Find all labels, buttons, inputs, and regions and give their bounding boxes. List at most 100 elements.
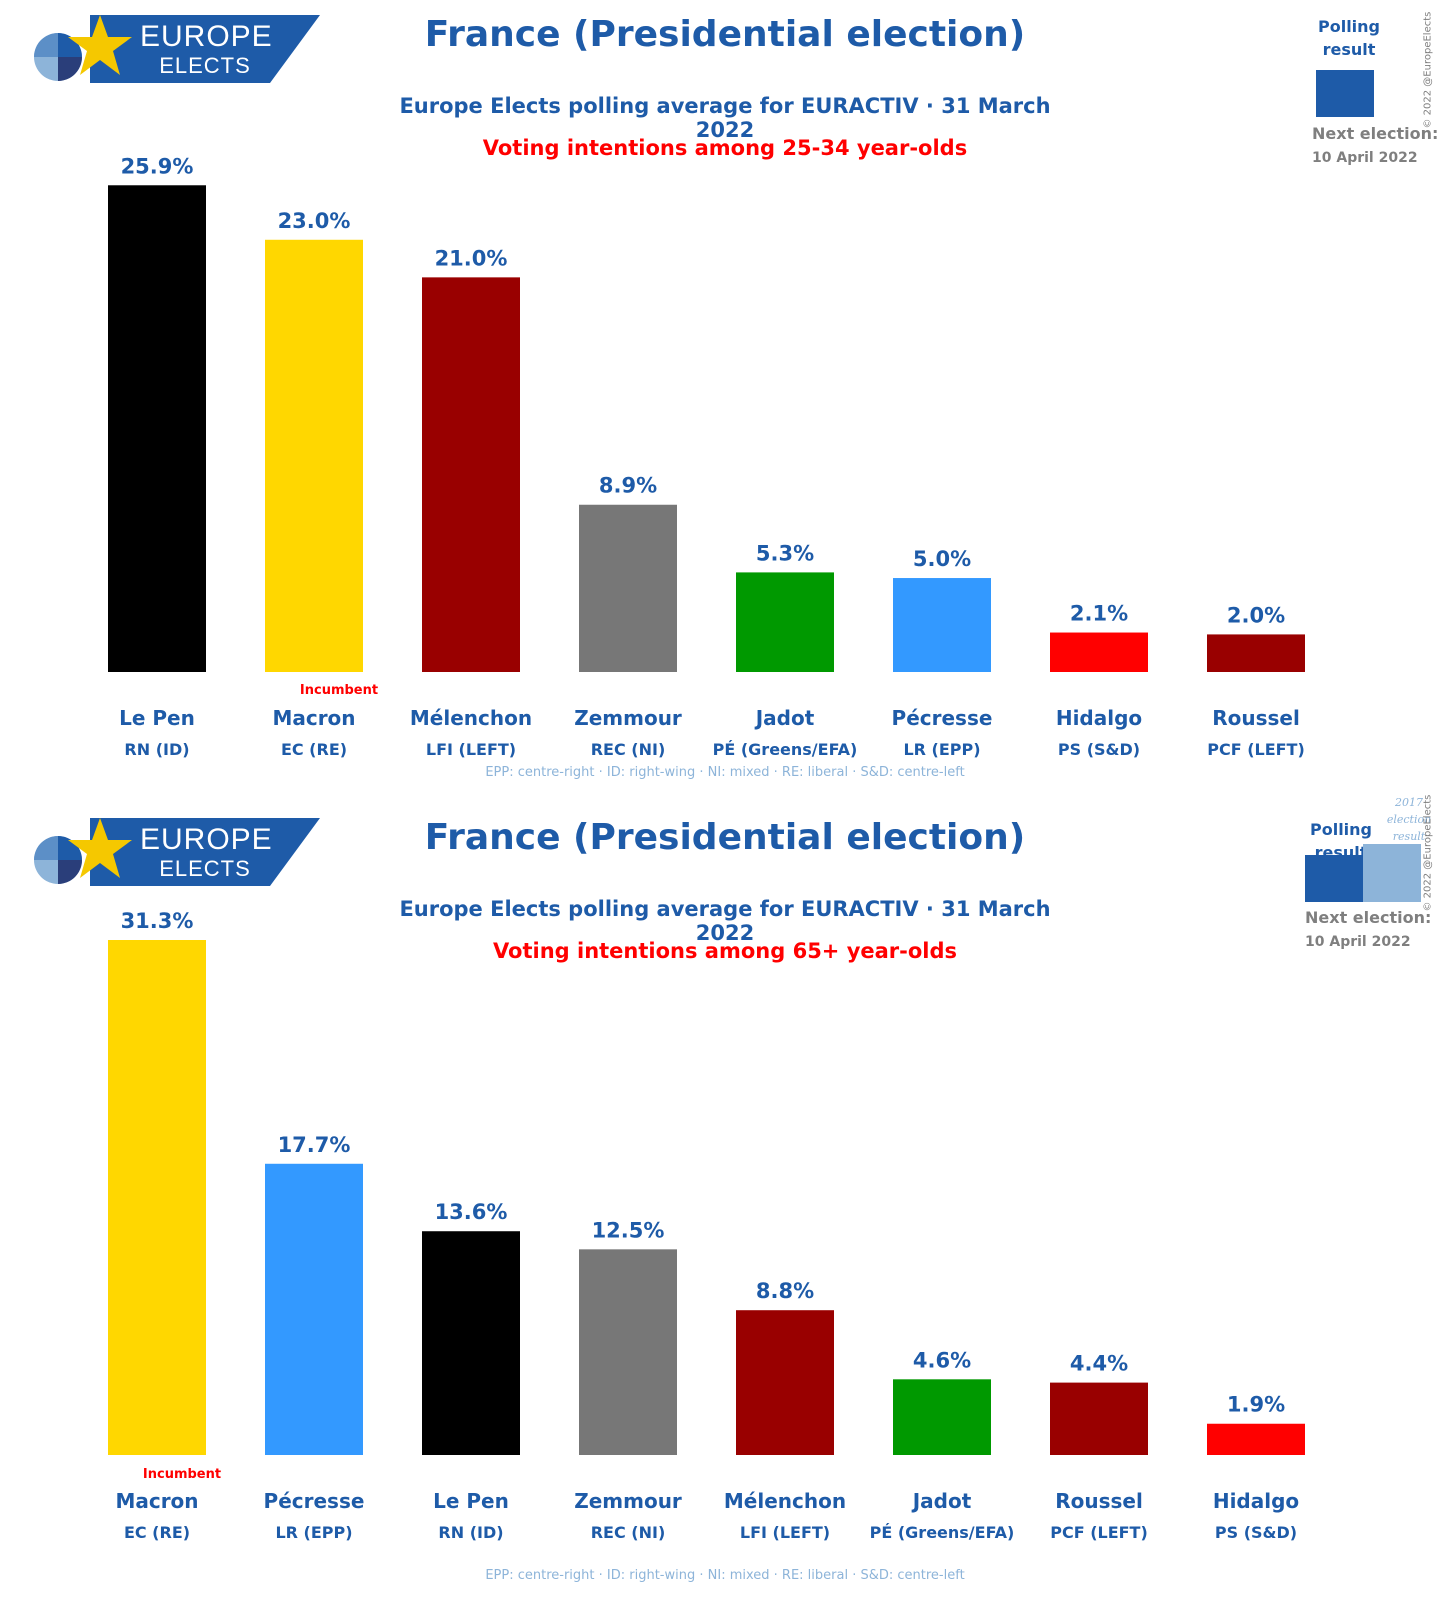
next-election-label: Next election:	[1312, 124, 1439, 143]
bar-roussel-p2	[1050, 1382, 1148, 1455]
legend-polling-swatch	[1316, 70, 1374, 117]
value-label: 25.9%	[121, 154, 194, 178]
candidate-label: Mélenchon	[724, 1489, 846, 1513]
europe-elects-logo: EUROPE ELECTS	[30, 15, 320, 85]
candidate-label: Mélenchon	[410, 706, 532, 730]
next-election-date: 10 April 2022	[1312, 150, 1418, 166]
party-label: PÉ (Greens/EFA)	[870, 1523, 1015, 1542]
candidate-label: Jadot	[911, 1489, 972, 1513]
bar-mlenchon-p1	[422, 277, 520, 672]
value-label: 2.0%	[1227, 603, 1285, 627]
bar-hidalgo-p1	[1050, 632, 1148, 672]
bar-jadot-p2	[893, 1379, 991, 1455]
candidate-label: Jadot	[754, 706, 815, 730]
legend-polling-label-line1: Polling	[1309, 820, 1372, 839]
value-label: 17.7%	[278, 1133, 351, 1157]
legend-polling-label-line2: result	[1322, 40, 1376, 59]
candidate-label: Le Pen	[433, 1489, 509, 1513]
legend-previous-label-line1: 2017	[1395, 796, 1423, 809]
value-label: 8.8%	[756, 1279, 814, 1303]
party-label: LR (EPP)	[275, 1523, 352, 1542]
bar-macron-p1	[265, 239, 363, 672]
party-label: LFI (LEFT)	[426, 740, 516, 759]
party-label: LFI (LEFT)	[740, 1523, 830, 1542]
value-label: 4.6%	[913, 1348, 971, 1372]
logo-text-europe: EUROPE	[140, 823, 273, 856]
chart-subtitle: Europe Elects polling average for EURACT…	[399, 94, 1051, 142]
bar-pcresse-p1	[893, 578, 991, 672]
bar-macron-p2	[108, 940, 206, 1455]
candidate-label: Pécresse	[892, 706, 993, 730]
bar-jadot-p1	[736, 572, 834, 672]
party-label: REC (NI)	[591, 1523, 666, 1542]
bar-chart-25-34: 25.9% Le Pen RN (ID) 23.0% Macron EC (RE) Incu…	[108, 154, 1305, 759]
bar-zemmour-p2	[579, 1249, 677, 1455]
bar-pcresse-p2	[265, 1163, 363, 1455]
party-label: RN (ID)	[438, 1523, 503, 1542]
value-label: 23.0%	[278, 209, 351, 233]
europe-elects-logo-graphic	[34, 15, 320, 83]
legend-previous-swatch	[1363, 844, 1421, 902]
candidate-label: Zemmour	[574, 706, 682, 730]
logo-text-elects: ELECTS	[159, 856, 251, 881]
candidate-label: Roussel	[1212, 706, 1300, 730]
value-label: 4.4%	[1070, 1352, 1128, 1376]
value-label: 5.3%	[756, 541, 814, 565]
party-label: PÉ (Greens/EFA)	[713, 740, 858, 759]
logo-text-europe: EUROPE	[140, 20, 273, 53]
chart-subtitle: Europe Elects polling average for EURACT…	[399, 897, 1051, 945]
incumbent-label: Incumbent	[300, 683, 378, 698]
legend-polling-label-line1: Polling	[1317, 17, 1380, 36]
legend-previous-label-line3: result	[1392, 830, 1426, 843]
party-label: EC (RE)	[124, 1523, 190, 1542]
candidate-label: Macron	[115, 1489, 198, 1513]
europe-elects-logo-graphic	[34, 818, 320, 886]
party-label: EC (RE)	[281, 740, 347, 759]
bar-zemmour-p1	[579, 504, 677, 672]
candidate-label: Zemmour	[574, 1489, 682, 1513]
chart-title: France (Presidential election)	[424, 14, 1026, 55]
candidate-label: Pécresse	[264, 1489, 365, 1513]
legend-polling-swatch	[1305, 855, 1363, 902]
value-label: 5.0%	[913, 547, 971, 571]
value-label: 1.9%	[1227, 1393, 1285, 1417]
next-election-label: Next election:	[1305, 908, 1432, 927]
group-footnote: EPP: centre-right · ID: right-wing · NI:…	[485, 1568, 965, 1583]
group-footnote: EPP: centre-right · ID: right-wing · NI:…	[485, 765, 965, 780]
incumbent-label: Incumbent	[143, 1467, 221, 1482]
value-label: 13.6%	[435, 1200, 508, 1224]
bar-hidalgo-p2	[1207, 1423, 1305, 1455]
chart-subtitle-age-group: Voting intentions among 65+ year-olds	[492, 939, 958, 963]
bar-lepen-p1	[108, 185, 206, 673]
chart-subtitle-age-group: Voting intentions among 25-34 year-olds	[482, 136, 968, 160]
chart-panel-65plus: EUROPE ELECTS France (Presidential elect…	[0, 795, 1450, 1603]
value-label: 2.1%	[1070, 602, 1128, 626]
value-label: 31.3%	[121, 909, 194, 933]
europe-elects-logo: EUROPE ELECTS	[30, 818, 320, 888]
party-label: RN (ID)	[124, 740, 189, 759]
party-label: PCF (LEFT)	[1050, 1523, 1148, 1542]
value-label: 12.5%	[592, 1218, 665, 1242]
candidate-label: Hidalgo	[1213, 1489, 1299, 1513]
chart-panel-25-34: EUROPE ELECTS France (Presidential elect…	[0, 0, 1450, 800]
party-label: REC (NI)	[591, 740, 666, 759]
candidate-label: Macron	[272, 706, 355, 730]
party-label: PS (S&D)	[1215, 1523, 1297, 1542]
value-label: 21.0%	[435, 246, 508, 270]
legend-previous-label-line2: election	[1386, 813, 1432, 826]
value-label: 8.9%	[599, 474, 657, 498]
bar-lepen-p2	[422, 1231, 520, 1455]
party-label: PS (S&D)	[1058, 740, 1140, 759]
party-label: PCF (LEFT)	[1207, 740, 1305, 759]
bar-chart-65plus: 31.3% Macron EC (RE) Incumbent 17.7% Pécresse…	[108, 909, 1305, 1542]
next-election-date: 10 April 2022	[1305, 934, 1411, 950]
chart-title: France (Presidential election)	[424, 817, 1026, 858]
bar-roussel-p1	[1207, 634, 1305, 672]
candidate-label: Roussel	[1055, 1489, 1143, 1513]
legend-previous-label: 2017 election result	[1378, 794, 1440, 845]
legend-polling-label: Polling result	[1312, 15, 1386, 61]
bar-mlenchon-p2	[736, 1310, 834, 1455]
party-label: LR (EPP)	[903, 740, 980, 759]
logo-text-elects: ELECTS	[159, 53, 251, 78]
candidate-label: Hidalgo	[1056, 706, 1142, 730]
